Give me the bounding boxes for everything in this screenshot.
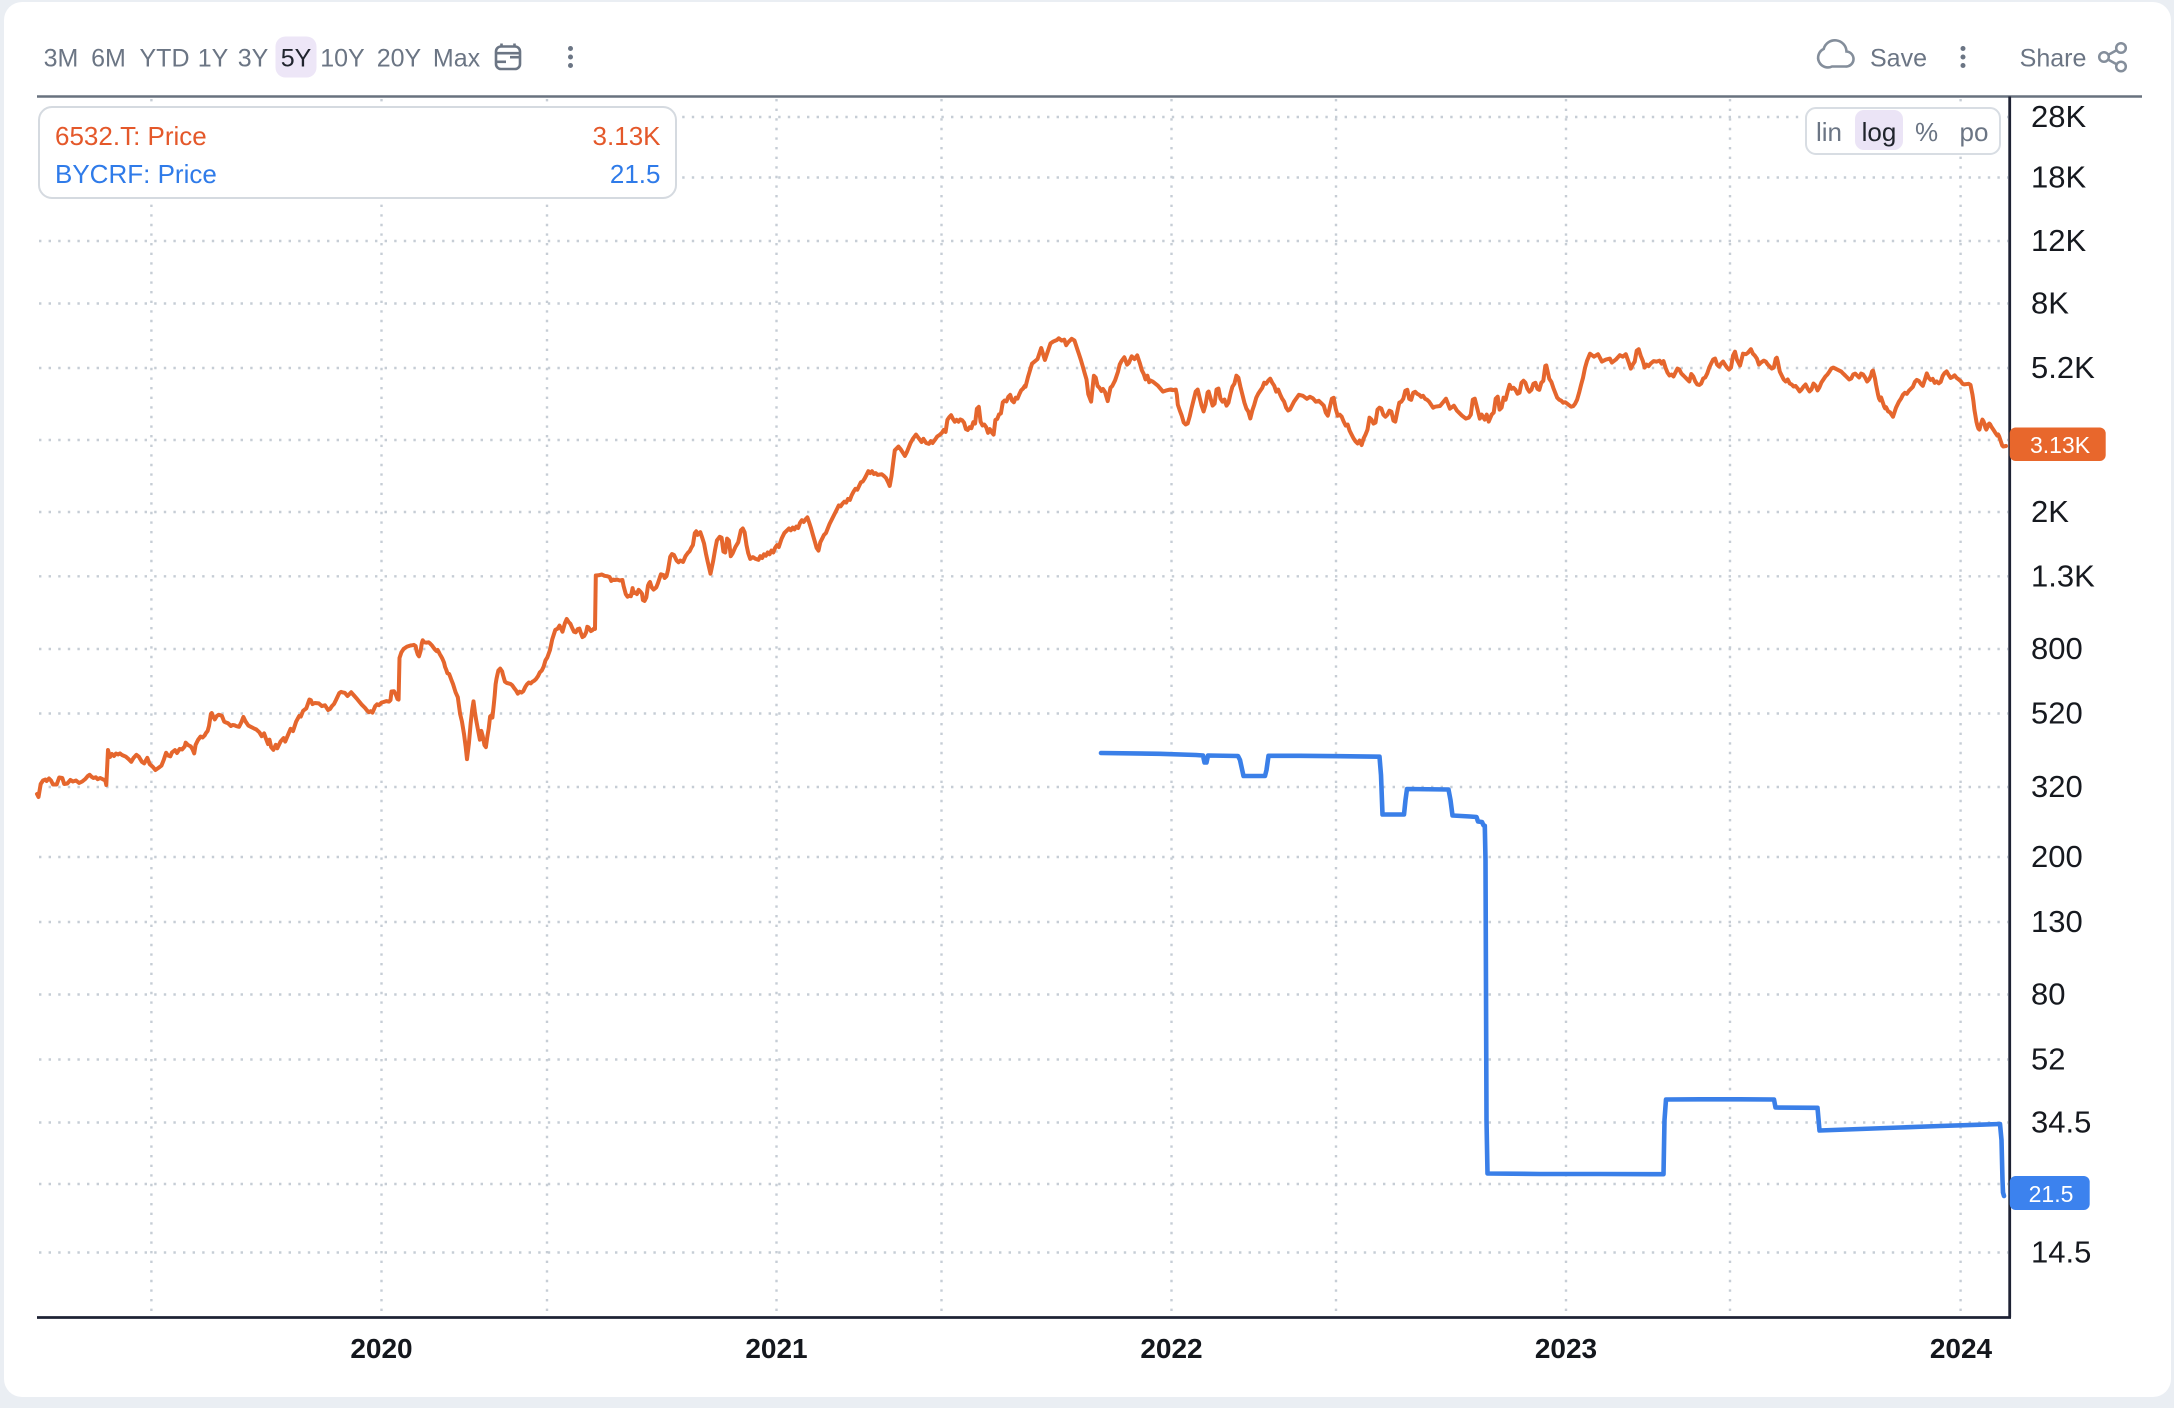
svg-text:6M: 6M	[91, 45, 126, 73]
svg-text:3M: 3M	[44, 45, 79, 73]
svg-text:3Y: 3Y	[238, 45, 269, 73]
svg-text:800: 800	[2031, 631, 2083, 666]
svg-text:2021: 2021	[745, 1333, 807, 1364]
svg-text:Max: Max	[433, 45, 481, 73]
svg-text:3.13K: 3.13K	[2030, 432, 2091, 458]
svg-text:5Y: 5Y	[281, 45, 312, 73]
svg-text:2K: 2K	[2031, 494, 2069, 529]
svg-text:8K: 8K	[2031, 286, 2069, 321]
svg-text:Share: Share	[2020, 45, 2087, 73]
svg-text:18K: 18K	[2031, 160, 2086, 195]
svg-text:520: 520	[2031, 696, 2083, 731]
svg-text:YTD: YTD	[140, 45, 190, 73]
svg-text:po: po	[1960, 117, 1989, 147]
svg-text:10Y: 10Y	[320, 45, 365, 73]
svg-text:1Y: 1Y	[198, 45, 229, 73]
svg-text:%: %	[1915, 117, 1938, 147]
svg-text:130: 130	[2031, 904, 2083, 939]
svg-text:log: log	[1862, 117, 1897, 147]
svg-text:28K: 28K	[2031, 99, 2086, 134]
svg-text:21.5: 21.5	[610, 159, 661, 189]
svg-text:3.13K: 3.13K	[593, 121, 662, 151]
svg-text:21.5: 21.5	[2029, 1181, 2074, 1207]
svg-text:20Y: 20Y	[377, 45, 422, 73]
svg-text:2024: 2024	[1930, 1333, 1993, 1364]
svg-text:80: 80	[2031, 977, 2065, 1012]
svg-text:5.2K: 5.2K	[2031, 350, 2095, 385]
svg-text:320: 320	[2031, 769, 2083, 804]
svg-text:1.3K: 1.3K	[2031, 558, 2095, 593]
svg-text:6532.T: Price: 6532.T: Price	[55, 121, 207, 151]
svg-text:BYCRF: Price: BYCRF: Price	[55, 159, 217, 189]
svg-text:Save: Save	[1870, 45, 1927, 73]
svg-text:lin: lin	[1816, 117, 1842, 147]
svg-text:2023: 2023	[1535, 1333, 1597, 1364]
svg-text:52: 52	[2031, 1042, 2065, 1077]
svg-text:2020: 2020	[350, 1333, 412, 1364]
svg-text:34.5: 34.5	[2031, 1105, 2091, 1140]
svg-text:12K: 12K	[2031, 223, 2086, 258]
svg-text:2022: 2022	[1140, 1333, 1202, 1364]
svg-text:200: 200	[2031, 839, 2083, 874]
svg-text:14.5: 14.5	[2031, 1235, 2091, 1270]
